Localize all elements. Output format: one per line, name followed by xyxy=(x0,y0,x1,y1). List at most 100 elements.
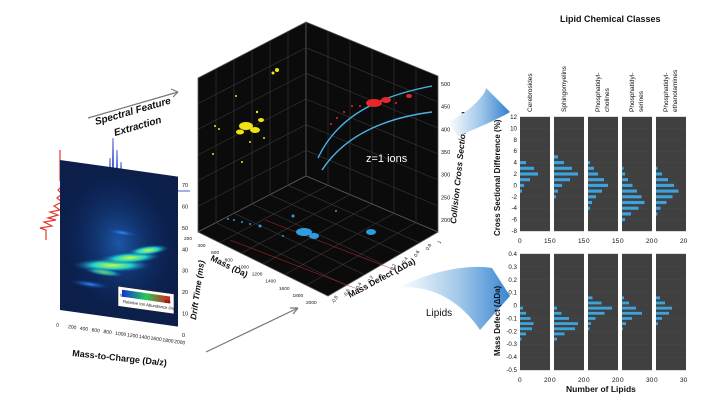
class-headers: Cerebrosides Sphingomyelins Phosphatidyl-c… xyxy=(527,65,679,112)
histogram-bar xyxy=(622,301,629,305)
histogram-x-tick: 15 xyxy=(544,238,552,245)
svg-text:serines: serines xyxy=(638,90,645,112)
ccs-trend-curves xyxy=(317,85,433,171)
histogram-y-tick: -0.4 xyxy=(506,354,517,361)
histogram-x-tick: 0 xyxy=(552,238,556,245)
class-header: Sphingomyelins xyxy=(561,65,568,112)
cube-z-tick: 500 xyxy=(441,82,450,88)
histogram-bar xyxy=(656,301,665,305)
histogram-bar xyxy=(554,166,572,170)
histogram-y-tick: 0.4 xyxy=(508,251,517,258)
svg-text:ethanolamines: ethanolamines xyxy=(672,69,679,112)
histogram-bar xyxy=(656,189,679,193)
histogram-bar xyxy=(588,311,605,315)
cube-mass-tick: 200 xyxy=(184,236,192,242)
cube-mass-tick: 1400 xyxy=(265,279,276,285)
to-histogram-arrow-bottom xyxy=(398,266,510,330)
histogram-bar xyxy=(622,317,632,320)
histogram-bar xyxy=(622,296,624,300)
histogram-bar xyxy=(520,317,531,320)
histogram-x-tick: 0 xyxy=(586,238,590,245)
histogram-y-tick: 0.2 xyxy=(508,277,517,284)
colorbar-legend: 0 100 Relative Ion Abundance (%) xyxy=(117,285,176,315)
histogram-x-tick: 20 xyxy=(544,377,552,384)
heatmap-x-tick: 1400 xyxy=(138,334,150,342)
heatmap-x-tick: 1000 xyxy=(115,331,127,339)
histogram-y-tick: -2 xyxy=(511,194,517,201)
histogram-bar xyxy=(554,195,556,199)
histogram-bar xyxy=(554,172,578,176)
heatmap-xlabel: Mass-to-Charge (Da/z) xyxy=(72,348,168,368)
ions-label: z=1 ions xyxy=(366,153,408,165)
histogram-bar xyxy=(588,327,590,331)
histogram-bar xyxy=(588,306,612,310)
histogram-y-tick: -0.3 xyxy=(506,341,517,348)
lipids-label: Lipids xyxy=(426,308,452,319)
cube-defect-tick: 0.4 xyxy=(401,256,410,265)
heatmap-y-tick: 70 xyxy=(182,183,188,189)
cube-z-tick: 200 xyxy=(441,218,450,224)
yellow-projection xyxy=(212,68,279,163)
histogram-bar xyxy=(554,161,564,165)
histogram-x-tick: 0 xyxy=(552,377,556,384)
histogram-y-tick: 0.1 xyxy=(508,290,517,297)
heatmap-ylabel: Drift Time (ms) xyxy=(188,259,206,320)
histogram-x-tick: 30 xyxy=(646,377,654,384)
heatmap-x-tick: 1600 xyxy=(150,336,162,344)
histogram-bar xyxy=(588,296,593,300)
histogram-y-tick: 8 xyxy=(514,137,518,144)
histogram-bar xyxy=(622,212,631,216)
cube-defect-tick: -0.4 xyxy=(354,281,363,291)
histogram-bar xyxy=(622,311,642,315)
to-histogram-arrow-top xyxy=(448,88,510,136)
histogram-bar xyxy=(656,296,660,300)
cube-z-tick: 300 xyxy=(441,173,450,179)
histogram-bar xyxy=(622,178,628,182)
histogram-bar xyxy=(520,172,538,176)
histogram-bar xyxy=(520,178,530,182)
svg-text:Cerebrosides: Cerebrosides xyxy=(527,73,534,112)
histogram-bar xyxy=(656,166,658,170)
cube-defect-tick: 1 xyxy=(437,239,444,245)
cube-z-tick: 250 xyxy=(441,195,450,201)
histogram-y-tick: 2 xyxy=(514,171,518,178)
heatmap-y-tick: 50 xyxy=(182,226,188,232)
histogram-bar xyxy=(622,218,625,222)
cube-z-tick: 450 xyxy=(441,105,450,111)
histogram-bar xyxy=(520,189,522,193)
histogram-y-tick: 0 xyxy=(514,182,518,189)
cube-defect-tick: -0.6 xyxy=(342,288,351,298)
histogram-bar xyxy=(520,306,523,310)
histogram-y-tick: -0.2 xyxy=(506,328,517,335)
class-header: Phosphatidyl-cholines xyxy=(595,73,611,112)
histogram-bar xyxy=(656,183,674,187)
histogram-x-tick: 20 xyxy=(578,377,586,384)
histogram-bar xyxy=(588,178,604,182)
histogram-y-tick: 0 xyxy=(514,303,518,310)
class-header: Phosphatidyl-serines xyxy=(629,73,645,112)
histogram-bar xyxy=(588,195,596,199)
cube-mass-tick: 800 xyxy=(225,257,233,263)
histogram-bar xyxy=(622,206,639,210)
cube-defect-tick: 0.2 xyxy=(389,263,398,272)
cube-defect-tick: 0 xyxy=(378,273,385,279)
histogram-y-tick: -8 xyxy=(511,228,517,235)
histogram-bar xyxy=(554,317,569,320)
cube-defect-tick: -0.2 xyxy=(366,275,375,285)
mass-defect-histograms: 0 20 0 20 0 20 0 30 0 300.40.30.20.10-0.1-0.2-0.3… xyxy=(506,251,687,384)
histogram-bar xyxy=(622,200,645,205)
heatmap-y-tick: 40 xyxy=(182,247,188,253)
histogram-bar xyxy=(656,212,658,216)
histogram-x-tick: 20 xyxy=(646,238,654,245)
histogram-bar xyxy=(622,172,625,176)
histogram-bar xyxy=(588,183,608,187)
heatmap-x-tick: 200 xyxy=(68,324,77,331)
heatmap-y-tick: 30 xyxy=(182,269,188,275)
histogram-x-tick: 15 xyxy=(578,238,586,245)
cube-grid xyxy=(197,31,439,286)
heatmap-x-tick: 1200 xyxy=(127,332,139,340)
histogram-bar xyxy=(554,311,562,315)
histogram-bar xyxy=(588,161,590,165)
histogram-x-tick: 20 xyxy=(680,238,688,245)
svg-text:Phosphatidyl-: Phosphatidyl- xyxy=(629,73,636,112)
